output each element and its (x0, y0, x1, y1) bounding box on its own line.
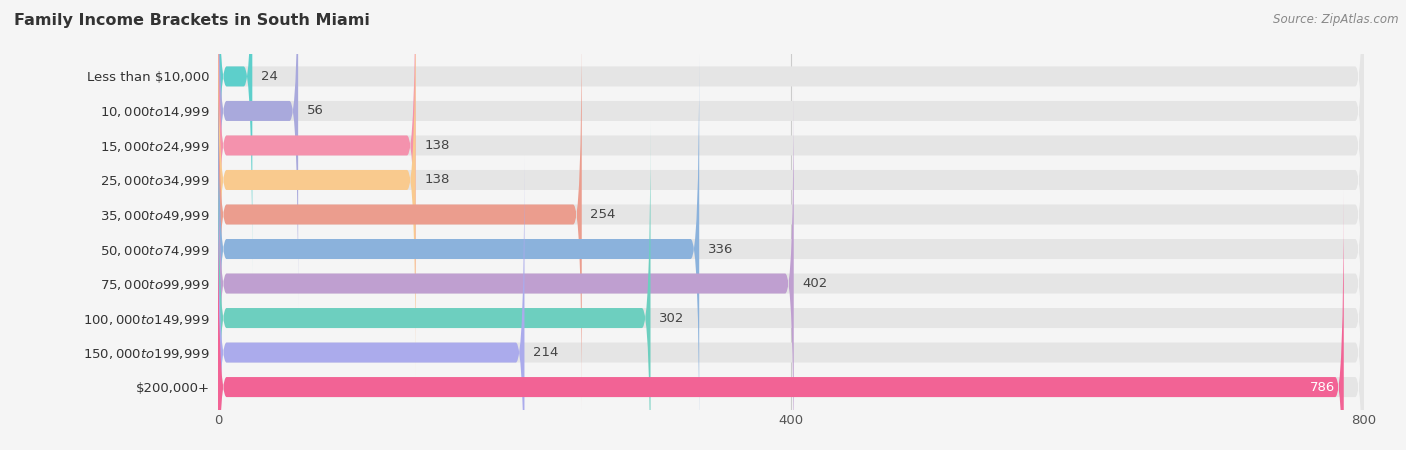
FancyBboxPatch shape (218, 0, 252, 274)
FancyBboxPatch shape (218, 0, 298, 308)
FancyBboxPatch shape (218, 0, 1364, 308)
Text: 786: 786 (1310, 381, 1336, 394)
Text: Family Income Brackets in South Miami: Family Income Brackets in South Miami (14, 14, 370, 28)
FancyBboxPatch shape (218, 0, 1364, 274)
Text: 138: 138 (425, 174, 450, 186)
FancyBboxPatch shape (218, 121, 651, 450)
FancyBboxPatch shape (218, 86, 1364, 450)
Text: Source: ZipAtlas.com: Source: ZipAtlas.com (1274, 14, 1399, 27)
FancyBboxPatch shape (218, 18, 1364, 412)
FancyBboxPatch shape (218, 52, 699, 446)
FancyBboxPatch shape (218, 155, 1364, 450)
FancyBboxPatch shape (218, 190, 1364, 450)
FancyBboxPatch shape (218, 0, 1364, 342)
Text: 254: 254 (591, 208, 616, 221)
Text: 214: 214 (533, 346, 558, 359)
FancyBboxPatch shape (218, 155, 524, 450)
FancyBboxPatch shape (218, 0, 416, 342)
FancyBboxPatch shape (218, 0, 1364, 377)
Text: 138: 138 (425, 139, 450, 152)
Text: 336: 336 (707, 243, 733, 256)
FancyBboxPatch shape (218, 86, 794, 450)
Text: 402: 402 (803, 277, 828, 290)
FancyBboxPatch shape (218, 52, 1364, 446)
FancyBboxPatch shape (218, 121, 1364, 450)
Text: 24: 24 (262, 70, 278, 83)
FancyBboxPatch shape (218, 190, 1344, 450)
Text: 302: 302 (659, 311, 685, 324)
FancyBboxPatch shape (218, 0, 416, 377)
Text: 56: 56 (307, 104, 323, 117)
FancyBboxPatch shape (218, 18, 582, 412)
